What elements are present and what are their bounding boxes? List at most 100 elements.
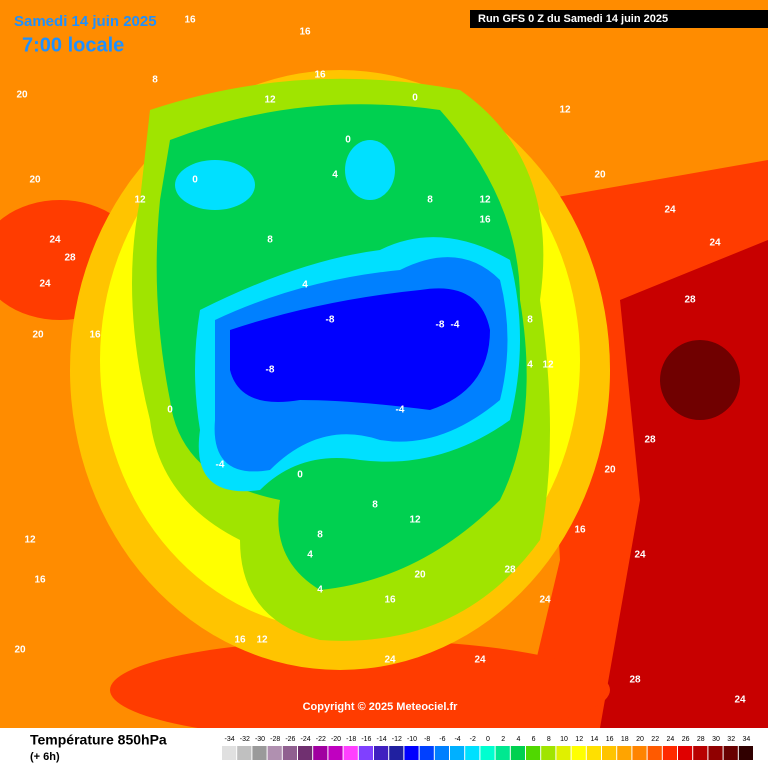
contour-label: 12 [134,195,146,206]
warm-zone [110,640,610,740]
contour-label: 20 [16,90,28,101]
contour-label: 24 [734,695,746,706]
legend-tick-label: 12 [575,736,583,743]
legend-tick-label: -34 [225,736,235,743]
contour-label: 12 [559,105,571,116]
contour-label: -8 [326,315,335,326]
contour-label: 0 [167,405,173,416]
legend-swatch [358,746,373,760]
legend-swatch [298,746,313,760]
contour-label: 0 [192,175,198,186]
contour-label: 8 [317,530,323,541]
legend-swatch [526,746,541,760]
legend-tick-label: 32 [727,736,735,743]
contour-label: 8 [527,315,533,326]
contour-label: 20 [14,645,26,656]
legend-swatch [313,746,328,760]
contour-label: 24 [49,235,61,246]
legend-tick-label: -4 [454,736,460,743]
contour-label: 0 [412,93,418,104]
legend-swatch [389,746,404,760]
legend-tick-label: 26 [682,736,690,743]
contour-label: 24 [539,595,551,606]
contour-label: 12 [479,195,491,206]
legend-swatch [632,746,647,760]
contour-label: 8 [152,75,158,86]
contour-label: -8 [436,320,445,331]
run-info: Run GFS 0 Z du Samedi 14 juin 2025 [478,13,668,25]
legend-swatch [541,746,556,760]
legend-swatch [434,746,449,760]
legend-swatch [252,746,267,760]
legend-tick-label: -28 [270,736,280,743]
legend-swatch [374,746,389,760]
contour-label: 28 [504,565,516,576]
legend-subtitle: (+ 6h) [30,751,60,763]
copyright: Copyright © 2025 Meteociel.fr [303,701,459,713]
legend-swatch [693,746,708,760]
contour-label: 28 [684,295,696,306]
legend-tick-label: 2 [501,736,505,743]
legend-tick-label: -20 [331,736,341,743]
contour-label: 24 [39,279,51,290]
contour-label: 16 [384,595,396,606]
contour-label: 24 [384,655,396,666]
contour-label: -4 [396,405,405,416]
legend-tick-label: 4 [516,736,520,743]
contour-label: 20 [29,175,41,186]
contour-label: 12 [256,635,268,646]
freezing-zone [175,160,255,210]
legend-tick-label: -22 [316,736,326,743]
legend-swatch [465,746,480,760]
legend-swatch [328,746,343,760]
contour-label: 4 [307,550,313,561]
run-banner [470,10,768,28]
legend-swatch [510,746,525,760]
contour-label: 12 [409,515,421,526]
legend-tick-label: 0 [486,736,490,743]
contour-label: 8 [372,500,378,511]
legend-tick-label: 8 [547,736,551,743]
legend-tick-label: 24 [667,736,675,743]
legend-swatch [647,746,662,760]
legend-swatch [343,746,358,760]
contour-label: 24 [634,550,646,561]
legend-tick-label: 34 [743,736,751,743]
contour-label: 8 [267,235,273,246]
legend-title: Température 850hPa [30,732,167,748]
legend-swatch [571,746,586,760]
hot-core [660,340,740,420]
contour-label: 4 [332,170,338,181]
contour-label: 20 [604,465,616,476]
contour-label: 4 [317,585,323,596]
legend-tick-label: -16 [361,736,371,743]
contour-label: 16 [574,525,586,536]
legend-swatch [419,746,434,760]
legend-tick-label: -14 [377,736,387,743]
legend-tick-label: 14 [591,736,599,743]
contour-label: 20 [32,330,44,341]
contour-label: 16 [314,70,326,81]
legend-tick-label: -2 [470,736,476,743]
legend-swatch [708,746,723,760]
legend-swatch [738,746,753,760]
legend-swatch [678,746,693,760]
contour-label: 16 [299,27,311,38]
legend-tick-label: 6 [532,736,536,743]
contour-label: 4 [302,280,308,291]
legend-swatch [282,746,297,760]
date: Samedi 14 juin 2025 [14,13,157,30]
legend-swatch [617,746,632,760]
legend-tick-label: -12 [392,736,402,743]
contour-label: 4 [527,360,533,371]
contour-label: 16 [479,215,491,226]
legend-tick-label: 30 [712,736,720,743]
legend-tick-label: -8 [424,736,430,743]
legend-tick-label: -30 [255,736,265,743]
legend-tick-label: 18 [621,736,629,743]
contour-label: 24 [664,205,676,216]
legend-swatch [267,746,282,760]
legend-swatch [556,746,571,760]
